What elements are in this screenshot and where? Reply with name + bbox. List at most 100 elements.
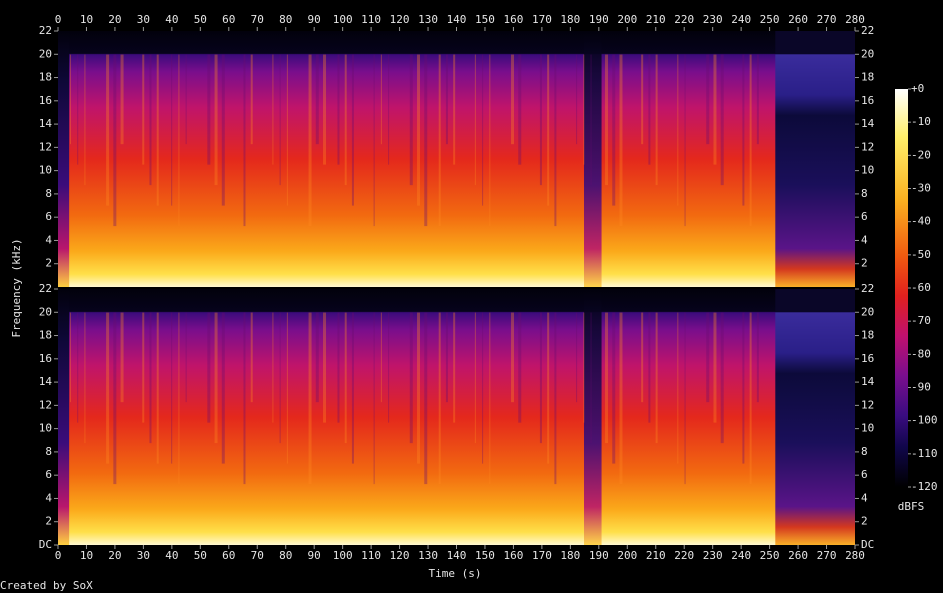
x-tick-label-top: 140: [447, 13, 467, 26]
x-tick-label-bottom: 210: [646, 549, 666, 562]
y-tick-label-right: 18: [861, 71, 874, 84]
spectrogram-stripe: [706, 312, 710, 403]
spectrogram-stripe: [720, 54, 724, 186]
x-tick-label-bottom: 250: [760, 549, 780, 562]
spectrogram-stripe: [576, 54, 578, 145]
spectrogram-stripe: [417, 54, 421, 206]
y-tick-label: 12: [39, 398, 52, 411]
spectrogram-stripe: [547, 312, 550, 464]
x-tick-label-bottom: 180: [560, 549, 580, 562]
y-tick-label-right: 4: [861, 233, 868, 246]
spectrogram-stripe: [77, 54, 79, 165]
x-tick-label-bottom: 130: [418, 549, 438, 562]
y-tick-label: 2: [45, 515, 52, 528]
spectrogram-stripe: [185, 54, 187, 145]
y-tick-label: 4: [45, 233, 52, 246]
y-tick-label: 14: [39, 117, 53, 130]
y-tick-label-right: 8: [861, 187, 868, 200]
y-tick-label: 6: [45, 210, 52, 223]
colorbar-tick-label: -100: [911, 414, 938, 427]
spectrogram-tail: [775, 289, 855, 545]
x-tick-label-bottom: 30: [137, 549, 150, 562]
y-tick-label-right: 10: [861, 422, 874, 435]
spectrogram-stripe: [713, 54, 717, 165]
spectrogram-stripe: [655, 312, 658, 444]
y-tick-label-right: 2: [861, 515, 868, 528]
spectrogram-stripe: [424, 54, 428, 227]
spectrogram-stripe: [438, 312, 441, 485]
spectrogram-stripe: [489, 312, 491, 485]
spectrogram-stripe: [272, 54, 274, 165]
spectrogram-stripe: [409, 54, 413, 186]
y-tick-label: 18: [39, 329, 52, 342]
spectrogram-stripe: [619, 312, 623, 485]
spectrogram-stripe: [489, 54, 491, 227]
x-tick-label-top: 20: [108, 13, 121, 26]
spectrogram-stripe: [453, 54, 456, 165]
spectrogram-stripe: [337, 312, 340, 423]
x-tick-label-top: 40: [165, 13, 178, 26]
y-tick-label: 12: [39, 140, 52, 153]
spectrogram-stripe: [323, 312, 327, 423]
x-tick-label-bottom: 200: [617, 549, 637, 562]
spectrogram-stripe: [641, 54, 644, 145]
x-tick-label-top: 130: [418, 13, 438, 26]
spectrogram-stripe: [214, 54, 218, 186]
spectrogram-stripe: [185, 312, 187, 403]
x-tick-label-bottom: 70: [251, 549, 264, 562]
y-tick-label-right: 18: [861, 329, 874, 342]
y-tick-label-right: 12: [861, 140, 874, 153]
spectrogram-stripe: [113, 54, 117, 227]
spectrogram-stripe: [178, 54, 180, 227]
x-tick-label-top: 210: [646, 13, 666, 26]
x-tick-label-bottom: 40: [165, 549, 178, 562]
x-tick-label-bottom: 190: [589, 549, 609, 562]
spectrogram-stripe: [474, 312, 476, 444]
spectrogram-stripe: [641, 312, 644, 403]
y-tick-label: 16: [39, 94, 52, 107]
spectrogram-stripe: [424, 312, 428, 485]
spectrogram-image: [58, 31, 855, 287]
spectrogram-stripe: [380, 312, 382, 403]
spectrogram-dark-start: [58, 31, 70, 287]
spectrogram-stripe: [655, 54, 658, 186]
x-tick-label-top: 180: [560, 13, 580, 26]
spectrogram-stripe: [677, 54, 679, 206]
spectrogram-stripe: [445, 312, 448, 403]
spectrogram-stripe: [380, 54, 382, 145]
spectrogram-stripe: [482, 312, 484, 464]
spectrogram-stripe: [749, 54, 752, 227]
spectrogram-stripe: [445, 54, 448, 145]
x-tick-label-top: 160: [503, 13, 523, 26]
spectrogram-stripe: [120, 54, 124, 145]
spectrogram-stripe: [742, 54, 745, 206]
spectrogram-stripe: [106, 54, 110, 206]
spectrogram-stripe: [214, 312, 218, 444]
x-tick-label-top: 260: [788, 13, 808, 26]
x-tick-label-top: 230: [703, 13, 723, 26]
spectrogram-stripe: [539, 54, 542, 186]
spectrogram-stripe: [590, 54, 592, 186]
colorbar-tick-label: -50: [911, 248, 931, 261]
spectrogram-stripe: [250, 312, 253, 403]
colorbar-tick-label: +0: [911, 82, 924, 95]
spectrogram-stripe: [554, 312, 557, 485]
spectrogram-dark-start: [58, 289, 70, 545]
x-tick-label-top: 190: [589, 13, 609, 26]
colorbar-tick-label: -20: [911, 148, 931, 161]
spectrogram-stripe: [706, 54, 710, 145]
spectrogram-stripe: [749, 312, 752, 485]
spectrogram-stripe: [77, 312, 79, 423]
spectrogram-stripe: [438, 54, 441, 227]
spectrogram-gap: [584, 31, 602, 287]
x-tick-label-bottom: 220: [674, 549, 694, 562]
spectrogram-stripe: [474, 54, 476, 186]
x-tick-label-top: 240: [731, 13, 751, 26]
x-tick-label-bottom: 100: [333, 549, 353, 562]
colorbar-tick-label: -30: [911, 182, 931, 195]
y-tick-label-right: 10: [861, 164, 874, 177]
y-tick-label: 20: [39, 47, 52, 60]
x-tick-label-bottom: 80: [279, 549, 292, 562]
